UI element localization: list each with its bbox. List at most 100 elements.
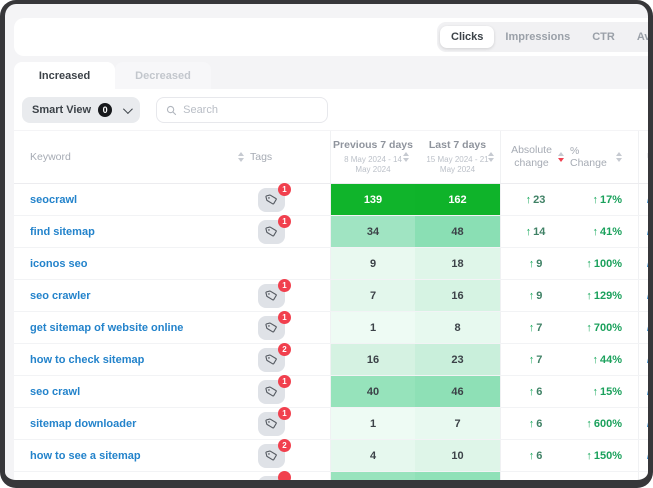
tag-button[interactable] [258,470,291,488]
absolute-change-cell: ↑ 6 [500,376,570,407]
metric-tab-ctr[interactable]: CTR [592,31,615,43]
smart-view-dropdown[interactable]: Smart View 0 [22,97,141,123]
column-header-keyword[interactable]: Keyword [14,131,250,183]
up-arrow-icon: ↑ [528,385,535,398]
tag-icon [265,354,277,365]
tab-decreased[interactable]: Decreased [115,62,211,89]
previous-clicks-cell [330,472,415,488]
search-input[interactable] [183,104,304,116]
sort-icon[interactable] [616,152,622,162]
keyword-link[interactable] [14,472,250,488]
url-link[interactable]: / [638,184,653,215]
search-icon [167,105,177,115]
tags-cell: 1 [250,214,330,247]
sort-icon[interactable] [403,152,409,162]
metric-tab-impressions[interactable]: Impressions [505,31,571,43]
tags-cell: 1 [250,374,330,407]
percent-change-cell [570,472,638,488]
keyword-link[interactable]: seo crawl [30,385,81,398]
up-arrow-icon: ↑ [586,257,592,270]
tags-cell [250,248,330,279]
url-link[interactable]: /en/ [638,216,653,247]
last-clicks-cell: 46 [415,376,500,407]
column-header-previous[interactable]: Previous 7 days 8 May 2024 - 14 May 2024 [330,131,415,183]
tag-icon [265,418,277,429]
url-link[interactable]: /en/ [638,376,653,407]
percent-change-cell: ↑ 700% [586,321,622,334]
tag-button[interactable]: 1 [258,214,291,244]
up-arrow-icon: ↑ [586,449,592,462]
column-header-last[interactable]: Last 7 days 15 May 2024 - 21 May 2024 [415,131,500,183]
metric-tab-clicks[interactable]: Clicks [440,26,495,48]
table-row: how to see a sitemap 2 4 10 ↑ 6 ↑ 150% /… [14,438,653,472]
tags-cell: 1 [250,310,330,343]
table-row: seo crawler 1 7 16 ↑ 9 ↑ 129% / [14,278,653,312]
keyword-link[interactable]: iconos seo [30,257,88,270]
tag-count-badge [278,470,291,484]
tag-button[interactable]: 1 [258,278,291,308]
tag-button[interactable]: 1 [258,310,291,340]
absolute-change-cell: ↑ 9 [500,280,570,311]
percent-change-cell: ↑ 44% [592,353,622,366]
tag-icon [265,226,277,237]
column-header-url[interactable]: URL [638,131,653,183]
absolute-change-cell: ↑ 14 [500,216,570,247]
table-body: seocrawl 1 139 162 ↑ 23 ↑ 17% / [14,182,653,488]
sort-icon-active-desc[interactable] [558,152,564,162]
table-row: find sitemap 1 34 48 ↑ 14 ↑ 41% /en/ [14,214,653,248]
up-arrow-icon: ↑ [528,289,535,302]
keyword-link[interactable]: sitemap downloader [30,417,137,430]
tag-button[interactable]: 2 [258,438,291,468]
keyword-link[interactable]: get sitemap of website online [30,321,184,334]
metric-tab-avg-position[interactable]: Avg Position [636,31,653,43]
keyword-link[interactable]: find sitemap [30,225,95,238]
up-arrow-icon: ↑ [592,193,598,206]
column-header-absolute-change[interactable]: Absolute change [500,131,570,183]
tag-button[interactable]: 1 [258,182,291,212]
url-link[interactable]: /en/ [638,312,653,343]
tags-cell: 2 [250,342,330,375]
tag-button[interactable]: 1 [258,406,291,436]
table-row: get sitemap of website online 1 1 8 ↑ 7 … [14,310,653,344]
up-arrow-icon: ↑ [528,417,535,430]
smart-view-count-badge: 0 [98,103,113,117]
url-link[interactable] [638,472,653,488]
url-link[interactable]: /en/ [638,408,653,439]
keyword-link[interactable]: seo crawler [30,289,91,302]
tag-count-badge: 2 [278,438,291,452]
percent-change-cell: ↑ 17% [592,193,622,206]
tag-count-badge: 1 [278,182,291,196]
tag-icon [265,194,277,205]
absolute-change-cell: ↑ 9 [500,248,570,279]
url-link[interactable]: / [638,280,653,311]
tag-count-badge: 1 [278,310,291,324]
percent-change-cell: ↑ 129% [586,289,622,302]
tag-icon [265,322,277,333]
sort-icon[interactable] [238,152,244,162]
tag-count-badge: 1 [278,214,291,228]
percent-change-cell: ↑ 41% [592,225,622,238]
column-header-percent-change[interactable]: % Change [570,131,638,183]
url-link[interactable]: /en/ [638,248,653,279]
up-arrow-icon: ↑ [528,321,535,334]
sort-icon[interactable] [488,152,494,162]
tab-increased[interactable]: Increased [14,62,115,89]
url-link[interactable]: /en/ [638,440,653,471]
keyword-link[interactable]: how to check sitemap [30,353,145,366]
tags-cell: 1 [250,406,330,439]
previous-clicks-cell: 4 [330,440,415,471]
up-arrow-icon: ↑ [592,225,598,238]
last-clicks-cell: 8 [415,312,500,343]
percent-change-cell: ↑ 600% [586,417,622,430]
table-row: sitemap downloader 1 1 7 ↑ 6 ↑ 600% /en/ [14,406,653,440]
up-arrow-icon: ↑ [586,417,592,430]
tag-button[interactable]: 2 [258,342,291,372]
search-box[interactable] [156,97,329,123]
last-clicks-cell: 10 [415,440,500,471]
keyword-link[interactable]: seocrawl [30,193,78,206]
url-link[interactable]: /en/ [638,344,653,375]
last-clicks-cell: 18 [415,248,500,279]
keyword-link[interactable]: how to see a sitemap [30,449,141,462]
percent-change-cell: ↑ 100% [586,257,622,270]
tag-button[interactable]: 1 [258,374,291,404]
